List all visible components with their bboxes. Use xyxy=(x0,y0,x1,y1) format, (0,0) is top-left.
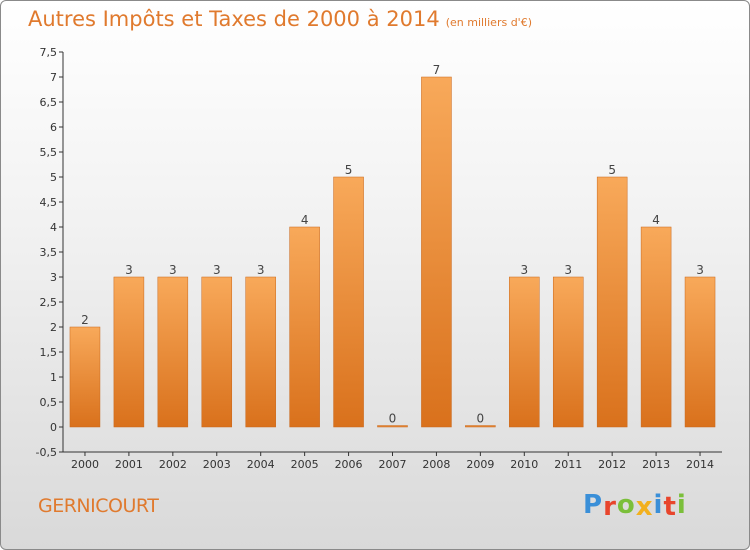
y-tick-label: 1 xyxy=(50,371,57,384)
data-label: 3 xyxy=(520,263,528,277)
bar xyxy=(684,276,716,428)
x-tick-label: 2008 xyxy=(422,458,450,471)
y-tick-label: 1,5 xyxy=(40,346,58,359)
y-tick-label: 7,5 xyxy=(40,46,58,59)
bar xyxy=(157,276,189,428)
bar xyxy=(69,326,101,428)
logo-letter: r xyxy=(603,492,617,522)
data-label: 4 xyxy=(652,213,660,227)
x-tick-label: 2013 xyxy=(642,458,670,471)
bar xyxy=(201,276,233,428)
x-tick-label: 2006 xyxy=(335,458,363,471)
bar xyxy=(377,425,408,428)
chart-title: Autres Impôts et Taxes de 2000 à 2014 (en… xyxy=(28,7,532,31)
data-label: 3 xyxy=(213,263,221,277)
unit-text: (en milliers d'€) xyxy=(445,16,532,29)
x-tick-label: 2010 xyxy=(510,458,538,471)
x-tick-label: 2002 xyxy=(159,458,187,471)
logo-letter: i xyxy=(653,490,664,520)
data-label: 3 xyxy=(125,263,133,277)
y-tick-label: 4 xyxy=(50,221,57,234)
x-tick-label: 2005 xyxy=(291,458,319,471)
data-labels: 2 3 3 3 3 4 5 0 7 0 3 3 5 4 3 xyxy=(81,63,704,426)
x-tick-label: 2003 xyxy=(203,458,231,471)
logo-letter: t xyxy=(663,492,677,522)
y-tick-label: 0,5 xyxy=(40,396,58,409)
data-label: 3 xyxy=(696,263,704,277)
data-label: 3 xyxy=(564,263,572,277)
axes: -0,5 0 0,5 1 1,5 2 2,5 3 3,5 4 4,5 5 5,5 6 6,5 7 7,5 2000… xyxy=(36,46,722,471)
y-tick-label: 2,5 xyxy=(40,296,58,309)
logo-letter: o xyxy=(616,490,636,520)
y-tick-label: 4,5 xyxy=(40,196,58,209)
y-tick-label: 5 xyxy=(50,171,57,184)
bar xyxy=(552,276,584,428)
logo-letter: i xyxy=(676,490,687,520)
title-text: Autres Impôts et Taxes de 2000 à 2014 xyxy=(28,7,440,31)
commune-name: GERNICOURT xyxy=(38,495,159,517)
data-label: 5 xyxy=(345,163,353,177)
bar xyxy=(640,226,672,428)
bar xyxy=(333,176,364,428)
x-tick-label: 2014 xyxy=(686,458,714,471)
bar xyxy=(289,226,320,428)
logo-letter: P xyxy=(583,490,604,520)
bar xyxy=(421,76,452,428)
y-tick-label: 0 xyxy=(50,421,57,434)
data-label: 5 xyxy=(608,163,616,177)
data-label: 3 xyxy=(257,263,265,277)
bar xyxy=(465,425,496,428)
y-tick-label: 3 xyxy=(50,271,57,284)
x-tick-label: 2007 xyxy=(379,458,407,471)
y-tick-label: 6 xyxy=(50,121,57,134)
y-tick-label: 2 xyxy=(50,321,57,334)
y-tick-label: 5,5 xyxy=(40,146,58,159)
bar xyxy=(245,276,276,428)
data-label: 0 xyxy=(477,412,485,426)
y-tick-label: 6,5 xyxy=(40,96,58,109)
data-label: 7 xyxy=(433,63,441,77)
bars xyxy=(69,76,716,428)
proxiti-logo: Proxiti xyxy=(583,490,687,522)
x-tick-label: 2000 xyxy=(71,458,99,471)
logo-letter: x xyxy=(635,492,654,522)
data-label: 3 xyxy=(169,263,177,277)
data-label: 4 xyxy=(301,213,309,227)
x-tick-label: 2011 xyxy=(554,458,582,471)
x-tick-label: 2012 xyxy=(598,458,626,471)
bar xyxy=(113,276,145,428)
x-tick-label: 2004 xyxy=(247,458,275,471)
bar xyxy=(509,276,540,428)
y-tick-label: 3,5 xyxy=(40,246,58,259)
y-tick-label: 7 xyxy=(50,71,57,84)
y-tick-label: -0,5 xyxy=(36,446,57,459)
bar xyxy=(596,176,628,428)
data-label: 2 xyxy=(81,313,89,327)
data-label: 0 xyxy=(389,412,397,426)
x-tick-label: 2001 xyxy=(115,458,143,471)
x-tick-label: 2009 xyxy=(466,458,494,471)
